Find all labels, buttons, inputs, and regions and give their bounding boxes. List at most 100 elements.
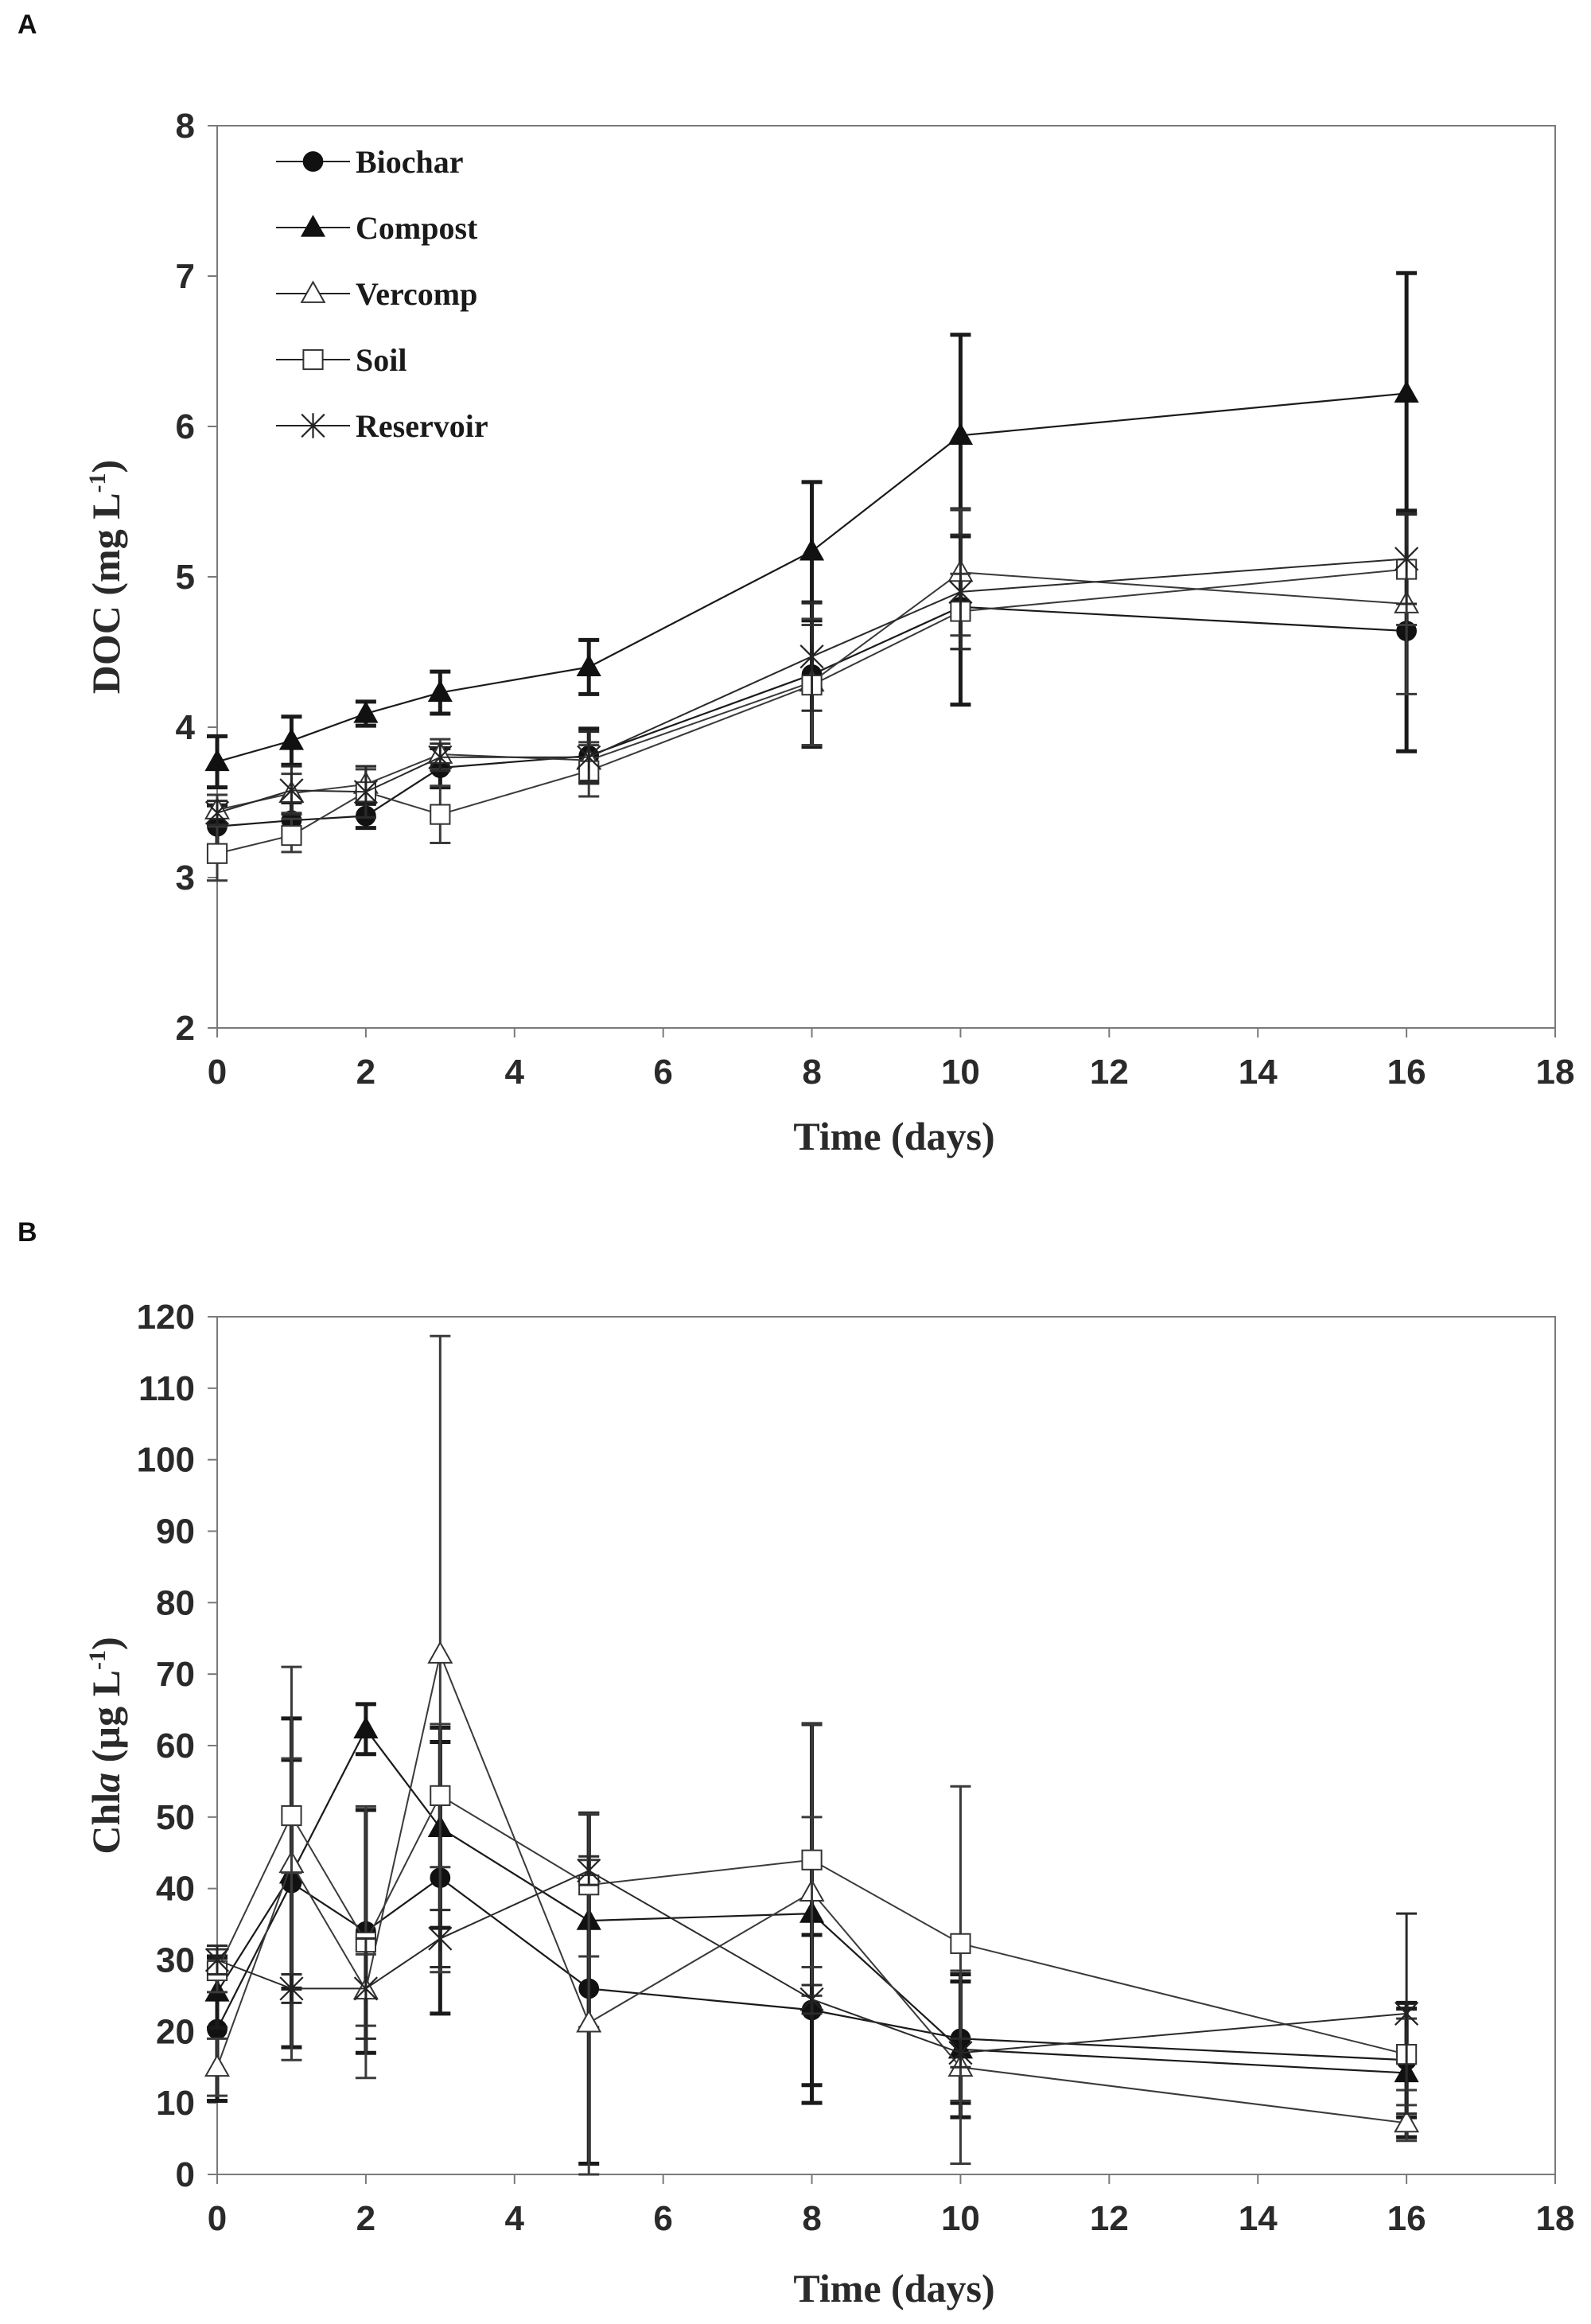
- y-tick-label: 110: [138, 1369, 195, 1408]
- series-soil-point: [281, 824, 302, 847]
- legend-label: Vercomp: [356, 276, 477, 312]
- y-tick-label: 100: [137, 1441, 195, 1480]
- y-tick-label: 60: [156, 1726, 195, 1765]
- series-compost-point: [353, 1716, 379, 1738]
- y-axis-title: Chla (µg L-1): [84, 1637, 128, 1854]
- series-soil-point: [430, 804, 451, 825]
- series-soil-line: [216, 568, 1407, 854]
- series-vercomp-point: [204, 2053, 231, 2077]
- series-reservoir-point: [799, 1987, 824, 2012]
- series-reservoir-point: [279, 1976, 304, 2002]
- x-tick-label: 10: [941, 2199, 980, 2238]
- x-tick-label: 4: [505, 1053, 525, 1092]
- x-tick-label: 2: [356, 2199, 375, 2238]
- series-vercomp-point: [576, 2009, 602, 2033]
- series-compost-point: [353, 700, 379, 723]
- series-biochar-line: [216, 1876, 1407, 2061]
- series-compost-point: [204, 749, 230, 772]
- x-axis-title: Time (days): [793, 2266, 994, 2310]
- y-tick-label: 80: [156, 1583, 195, 1622]
- legend-item-compost: Compost: [276, 210, 478, 246]
- y-axis-title: DOC (mg L-1): [84, 460, 128, 694]
- y-tick-label: 20: [156, 2012, 195, 2051]
- y-tick-label: 50: [156, 1798, 195, 1837]
- x-tick-label: 0: [208, 2199, 227, 2238]
- series-vercomp-line: [216, 1651, 1407, 2124]
- x-tick-label: 8: [802, 2199, 821, 2238]
- y-tick-label: 90: [156, 1512, 195, 1551]
- series-reservoir-point: [204, 1947, 230, 1973]
- series-reservoir-point: [428, 745, 453, 770]
- legend-label: Reservoir: [356, 408, 488, 444]
- legend-item-reservoir: Reservoir: [276, 408, 488, 444]
- y-tick-label: 2: [176, 1009, 195, 1048]
- y-tick-label: 120: [137, 1298, 195, 1337]
- series-reservoir-point: [204, 800, 230, 826]
- series-reservoir: [204, 512, 1419, 827]
- series-compost-point: [947, 422, 974, 445]
- x-tick-label: 4: [505, 2199, 525, 2238]
- x-tick-label: 6: [653, 2199, 672, 2238]
- series-reservoir-point: [948, 579, 973, 605]
- panel-label-b: B: [18, 1217, 37, 1248]
- y-tick-label: 8: [176, 107, 195, 146]
- series-soil-point: [430, 1785, 451, 1806]
- legend-marker: [300, 280, 326, 303]
- plot-area: [216, 125, 1556, 1029]
- x-tick-label: 14: [1239, 1053, 1278, 1092]
- legend-item-biochar: Biochar: [276, 144, 464, 180]
- series-compost-point: [1394, 380, 1419, 403]
- y-axis-title-sup: -1: [84, 473, 111, 492]
- series-reservoir-point: [279, 777, 304, 804]
- legend-marker: [300, 214, 326, 237]
- series-compost-line: [216, 392, 1407, 763]
- y-tick-label: 0: [176, 2155, 195, 2194]
- legend-label: Biochar: [356, 144, 464, 180]
- series-vercomp-point: [1394, 2109, 1420, 2133]
- x-tick-label: 10: [941, 1053, 980, 1092]
- panel-label-a: A: [18, 10, 37, 40]
- x-tick-label: 16: [1387, 2199, 1426, 2238]
- series-biochar-line: [216, 605, 1407, 827]
- series-compost-point: [576, 654, 601, 677]
- series-compost-point: [799, 538, 825, 561]
- y-tick-label: 6: [176, 407, 195, 446]
- y-tick-label: 30: [156, 1941, 195, 1980]
- series-soil-point: [206, 843, 228, 864]
- series-vercomp-point: [427, 1641, 453, 1664]
- x-tick-label: 18: [1536, 1053, 1575, 1092]
- legend-marker: [302, 348, 324, 371]
- x-tick-label: 12: [1090, 1053, 1129, 1092]
- y-tick-label: 10: [156, 2084, 195, 2123]
- legend-label: Compost: [356, 210, 478, 246]
- series-reservoir-line: [216, 558, 1407, 814]
- series-soil-line: [216, 1794, 1407, 2056]
- y-tick-label: 4: [176, 708, 196, 747]
- x-tick-label: 6: [653, 1053, 672, 1092]
- series-soil-point: [950, 1933, 971, 1954]
- series-compost-point: [427, 679, 453, 703]
- legend-marker: [302, 151, 324, 172]
- y-tick-label: 7: [176, 257, 195, 296]
- legend-item-vercomp: Vercomp: [276, 276, 477, 312]
- series-reservoir-point: [577, 745, 601, 770]
- x-tick-label: 8: [802, 1053, 821, 1092]
- series-reservoir-line: [216, 1870, 1407, 2054]
- series-compost: [204, 271, 1419, 790]
- y-axis-title-italic: a: [84, 1773, 128, 1793]
- x-tick-label: 0: [208, 1053, 227, 1092]
- legend-marker: [301, 413, 325, 438]
- legend-item-soil: Soil: [276, 342, 407, 378]
- y-axis-title-rest: (µg L: [84, 1670, 128, 1773]
- series-reservoir-point: [1395, 2001, 1419, 2026]
- x-tick-label: 14: [1239, 2199, 1278, 2238]
- series-reservoir-point: [353, 1976, 378, 2002]
- series-compost-line: [216, 1727, 1407, 2074]
- y-tick-label: 70: [156, 1655, 195, 1694]
- x-axis-title: Time (days): [793, 1114, 994, 1158]
- y-tick-label: 3: [176, 858, 195, 897]
- series-reservoir-point: [799, 644, 824, 669]
- series-soil-point: [281, 1804, 302, 1827]
